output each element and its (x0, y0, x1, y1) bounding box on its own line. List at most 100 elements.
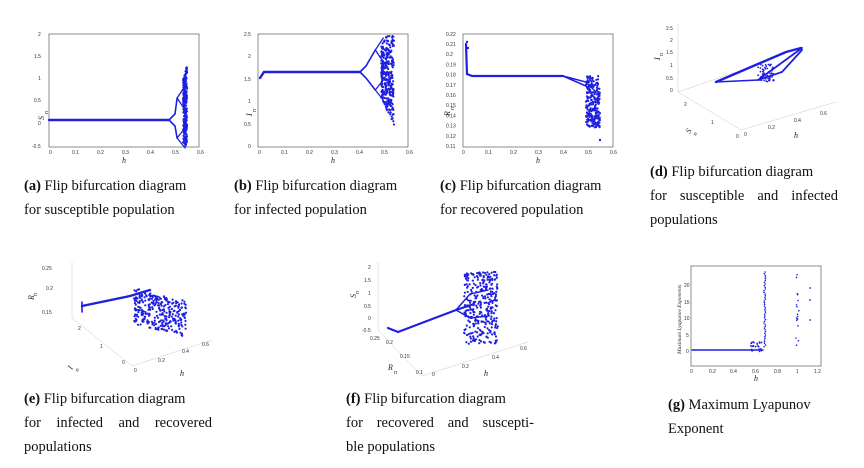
data-point (593, 92, 596, 95)
data-point (465, 324, 468, 327)
data-point (478, 339, 481, 342)
data-point (160, 301, 163, 304)
data-point (795, 304, 798, 306)
data-point (764, 310, 767, 312)
data-point (489, 300, 492, 303)
data-point (155, 299, 158, 303)
y-tick: 0.15 (400, 354, 410, 360)
data-point (181, 299, 184, 302)
caption-line: (a) Flip bifurcation diagram (24, 174, 224, 198)
data-point (485, 283, 488, 286)
data-point (183, 76, 186, 79)
y-axis-label: S (37, 116, 46, 120)
y-axis-label: I (245, 113, 254, 117)
data-point (759, 70, 762, 73)
data-point (469, 315, 472, 319)
data-branch (374, 37, 384, 51)
data-point (763, 79, 765, 82)
data-point (176, 310, 179, 314)
data-point (140, 294, 143, 297)
x-tick: 0.1 (281, 150, 288, 156)
x-tick: 0.2 (709, 369, 716, 375)
data-point (165, 311, 168, 314)
data-point (596, 90, 600, 93)
y-axis-label: I (65, 364, 75, 372)
data-point (163, 310, 166, 313)
data-branch (176, 137, 186, 149)
data-point (184, 141, 187, 144)
data-point (464, 328, 467, 331)
data-point (139, 323, 142, 326)
data-point (165, 298, 168, 301)
data-point (171, 298, 174, 301)
data-point (468, 320, 471, 324)
z-axis-label: I (653, 57, 662, 61)
data-point (490, 271, 493, 274)
data-point (587, 104, 591, 107)
data-point (383, 96, 386, 100)
data-point (479, 282, 482, 285)
data-point (133, 315, 136, 318)
data-point (763, 322, 765, 324)
lyapunov-plot-g: Maximum Lyapunov Exponents 0 5 10 15 20 … (677, 265, 822, 382)
data-point (758, 342, 761, 344)
data-point (757, 74, 760, 77)
data-point (486, 332, 489, 335)
data-point (180, 321, 183, 324)
y-tick: 0.15 (446, 103, 456, 109)
figure-panel-g: Maximum Lyapunov Exponents 0 5 10 15 20 … (668, 262, 828, 382)
data-point (148, 299, 151, 302)
data-point (182, 93, 185, 97)
data-point (145, 294, 148, 297)
y-tick: 0.17 (446, 83, 456, 89)
data-point (764, 335, 766, 338)
y-tick: 2 (78, 326, 81, 332)
data-point (494, 304, 497, 307)
data-point (160, 319, 163, 322)
data-point (157, 298, 160, 301)
y-ticks: 0.11 0.12 0.13 0.14 0.15 0.16 0.17 0.18 0.19 0.2 0… (446, 32, 456, 150)
x-tick: 0.2 (462, 364, 469, 370)
data-point (380, 80, 383, 83)
data-point (756, 343, 758, 345)
data-point (596, 115, 599, 118)
z-tick: 2.5 (666, 26, 673, 32)
data-point (387, 43, 390, 46)
data-point (490, 323, 494, 326)
data-point (156, 316, 160, 319)
y-tick: 0.5 (34, 98, 41, 104)
data-point (480, 340, 483, 343)
data-point (759, 67, 762, 69)
data-point (384, 61, 387, 64)
caption-b: (b) Flip bifurcation diagram for infecte… (234, 174, 434, 222)
data-point (763, 284, 766, 287)
y-axis-label: S (684, 127, 694, 135)
caption-label: (e) (24, 391, 41, 407)
data-point (381, 94, 384, 97)
x-tick: 0.1 (485, 150, 492, 156)
data-point (598, 112, 601, 115)
data-point (385, 49, 388, 52)
data-point (161, 313, 165, 316)
data-point (764, 279, 767, 282)
data-point (488, 310, 491, 313)
data-branch (714, 46, 803, 84)
data-point (771, 66, 774, 69)
data-point (585, 91, 589, 94)
data-point (479, 303, 482, 306)
plot-frame (462, 33, 614, 148)
data-point (475, 304, 478, 307)
data-point (389, 86, 392, 89)
data-point (387, 53, 390, 56)
data-point (385, 74, 388, 77)
data-point (477, 302, 480, 305)
data-point (585, 83, 588, 86)
data-point (488, 298, 491, 301)
data-point (182, 97, 185, 100)
data-point (166, 300, 169, 303)
data-point (382, 56, 385, 59)
data-point (465, 283, 468, 286)
figure-panel-d: 0 0.5 1 1.5 2 2.5 I n 0 1 2 S n 0 0.2 0.… (646, 10, 842, 156)
x-axis-label: h (484, 369, 488, 378)
data-point (484, 316, 487, 319)
